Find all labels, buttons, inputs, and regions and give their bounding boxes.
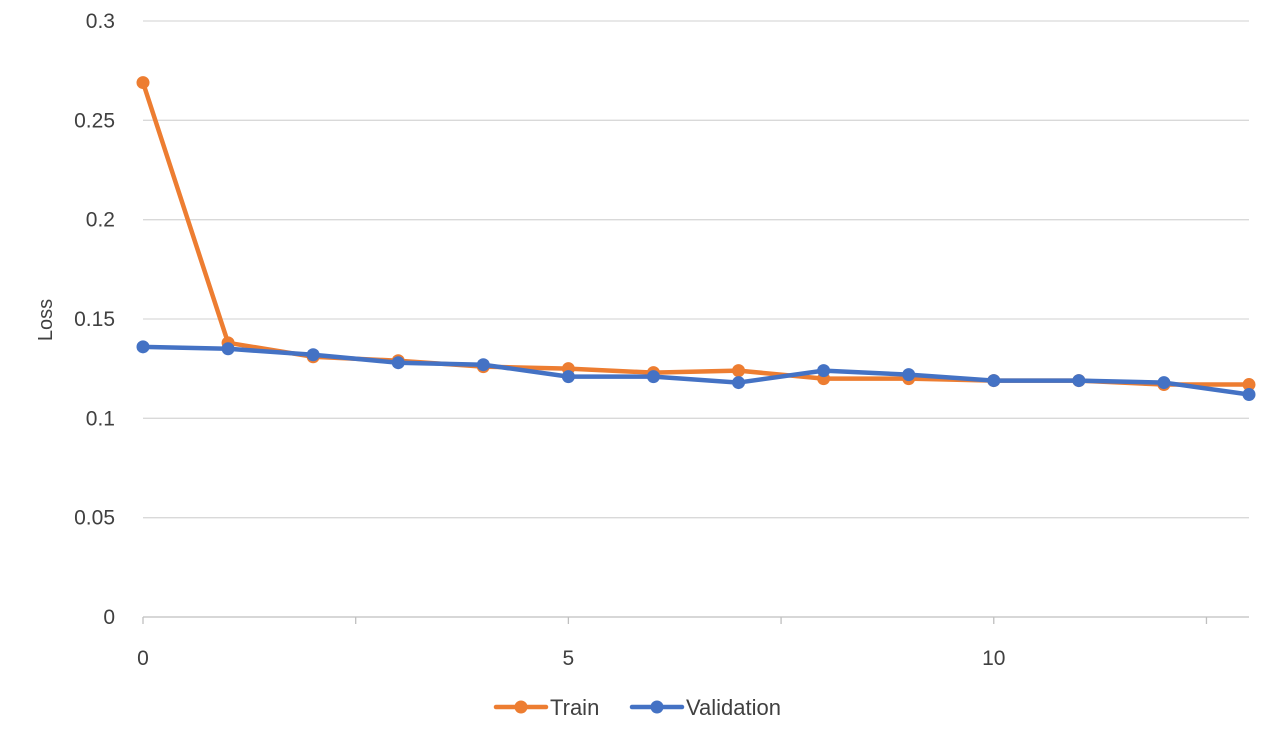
y-tick-label: 0.2 <box>86 209 115 232</box>
legend-marker-validation <box>650 700 664 714</box>
series-line-train <box>140 80 1252 387</box>
series-line-validation <box>140 344 1252 397</box>
gridlines <box>143 20 1249 519</box>
x-axis-tick-labels: 0 5 10 <box>137 647 1005 670</box>
legend-marker-train <box>514 700 528 714</box>
y-tick-label: 0.05 <box>74 507 115 530</box>
data-point-validation <box>817 364 831 378</box>
data-point-train <box>136 76 150 90</box>
y-axis-tick-labels: 0 0.05 0.1 0.15 0.2 0.25 0.3 <box>74 10 115 629</box>
data-point-validation <box>391 356 405 370</box>
data-point-validation <box>476 358 490 372</box>
data-point-train <box>732 364 746 378</box>
x-axis <box>142 616 1249 624</box>
y-tick-label: 0 <box>103 606 115 629</box>
data-point-validation <box>1157 376 1171 390</box>
y-axis-title: Loss <box>35 299 57 341</box>
y-tick-label: 0.1 <box>86 407 115 430</box>
data-series <box>136 76 1256 401</box>
x-tick-label: 5 <box>563 647 575 670</box>
data-point-validation <box>902 368 916 382</box>
data-point-train <box>1242 378 1256 392</box>
x-tick-label: 10 <box>982 647 1005 670</box>
y-tick-label: 0.15 <box>74 308 115 331</box>
data-point-validation <box>732 376 746 390</box>
x-tick-label: 0 <box>137 647 149 670</box>
data-point-validation <box>221 342 235 356</box>
y-tick-label: 0.3 <box>86 10 115 33</box>
data-point-validation <box>561 370 575 384</box>
legend-label-train: Train <box>550 695 599 720</box>
legend-label-validation: Validation <box>686 695 781 720</box>
data-point-validation <box>1072 374 1086 388</box>
data-point-validation <box>1242 387 1256 401</box>
data-point-validation <box>306 348 320 362</box>
legend: Train Validation <box>493 695 781 720</box>
data-point-validation <box>136 340 150 354</box>
data-point-validation <box>646 370 660 384</box>
data-point-validation <box>987 374 1001 388</box>
y-tick-label: 0.25 <box>74 109 115 132</box>
